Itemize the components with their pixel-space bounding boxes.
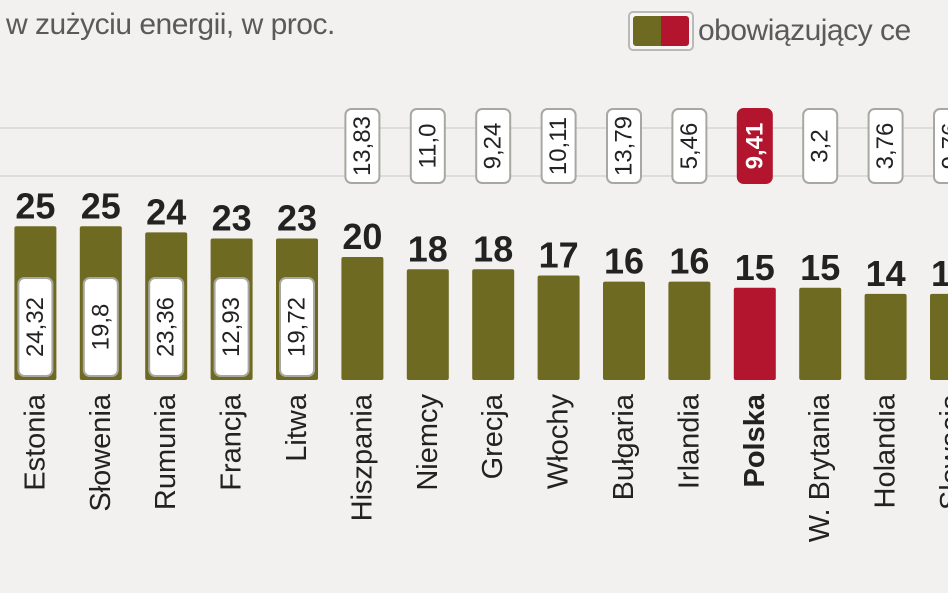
bar-value-label: 16 xyxy=(669,241,709,282)
legend-swatch-green xyxy=(633,16,661,46)
category-label: Rumunia xyxy=(150,393,182,510)
current-value-label: 11,0 xyxy=(414,124,441,169)
bar-value-label: 16 xyxy=(604,241,644,282)
bar xyxy=(537,275,580,380)
current-value-box xyxy=(148,277,185,377)
bar xyxy=(733,287,776,380)
legend-swatch xyxy=(628,11,694,51)
bar xyxy=(406,269,449,380)
bar-value-label: 18 xyxy=(473,228,513,269)
category-label: Holandia xyxy=(870,393,902,508)
category-label: Irlandia xyxy=(673,393,705,489)
bar xyxy=(799,287,842,380)
current-value-box xyxy=(671,108,708,184)
category-label: Hiszpania xyxy=(346,393,378,521)
current-value-box xyxy=(802,108,839,184)
bar-value-label: 18 xyxy=(408,228,448,269)
category-label: Francja xyxy=(216,393,248,491)
category-label: Estonia xyxy=(19,393,51,491)
bar-value-label: 20 xyxy=(342,216,382,257)
bar-value-label: 23 xyxy=(212,198,252,239)
category-label: Grecja xyxy=(477,393,509,479)
bar-value-label: 14 xyxy=(866,253,906,294)
current-value-box xyxy=(279,277,315,377)
bar-value-label: 15 xyxy=(735,247,775,288)
current-value-label: 13,83 xyxy=(349,116,376,176)
current-value-label: 9,76 xyxy=(938,123,948,170)
category-label: Słowenia xyxy=(85,393,117,512)
current-value-label: 24,32 xyxy=(22,297,49,357)
category-label: Słowacja xyxy=(935,393,948,510)
current-value-label: 9,24 xyxy=(480,123,507,170)
bar xyxy=(668,281,711,380)
bar-value-label: 14 xyxy=(931,253,948,294)
category-label: Bułgaria xyxy=(608,393,640,500)
bar-value-label: 24 xyxy=(146,191,186,232)
category-label: Włochy xyxy=(543,394,575,490)
bar-value-label: 25 xyxy=(15,185,55,226)
category-label: Polska xyxy=(739,393,771,487)
current-value-label: 23,36 xyxy=(153,297,180,357)
current-value-box xyxy=(213,277,250,377)
current-value-box xyxy=(475,108,512,184)
current-value-box xyxy=(17,277,54,377)
bar-value-label: 15 xyxy=(800,247,840,288)
bar xyxy=(603,281,645,380)
bar-value-label: 17 xyxy=(539,234,579,275)
current-value-label: 3,2 xyxy=(807,129,834,162)
current-value-label: 9,41 xyxy=(741,123,768,170)
bar xyxy=(472,269,515,380)
legend-label: obowiązujący ce xyxy=(698,14,911,47)
legend: obowiązujący ce xyxy=(628,10,911,52)
current-value-box xyxy=(540,108,577,184)
current-value-label: 19,72 xyxy=(284,297,311,357)
bar xyxy=(341,257,384,380)
current-value-label: 19,8 xyxy=(87,304,114,351)
bar xyxy=(864,293,907,380)
category-label: W. Brytania xyxy=(804,393,836,542)
current-value-box xyxy=(409,108,446,184)
current-value-box xyxy=(82,277,119,377)
current-value-label: 13,79 xyxy=(611,116,638,176)
current-value-label: 12,93 xyxy=(218,297,245,357)
current-value-box xyxy=(606,108,642,184)
current-value-label: 3,76 xyxy=(872,123,899,170)
subtitle: w zużyciu energii, w proc. xyxy=(6,8,335,41)
current-value-box xyxy=(867,108,904,184)
current-value-box xyxy=(736,108,773,184)
bar xyxy=(930,293,948,380)
current-value-box xyxy=(933,108,948,184)
current-value-label: 10,11 xyxy=(545,117,572,175)
category-label: Niemcy xyxy=(412,394,444,491)
bar-value-label: 23 xyxy=(277,198,317,239)
current-value-label: 5,46 xyxy=(676,123,703,170)
category-label: Litwa xyxy=(281,393,313,462)
bar-value-label: 25 xyxy=(81,185,121,226)
current-value-box xyxy=(344,108,381,184)
legend-swatch-red xyxy=(661,16,689,46)
